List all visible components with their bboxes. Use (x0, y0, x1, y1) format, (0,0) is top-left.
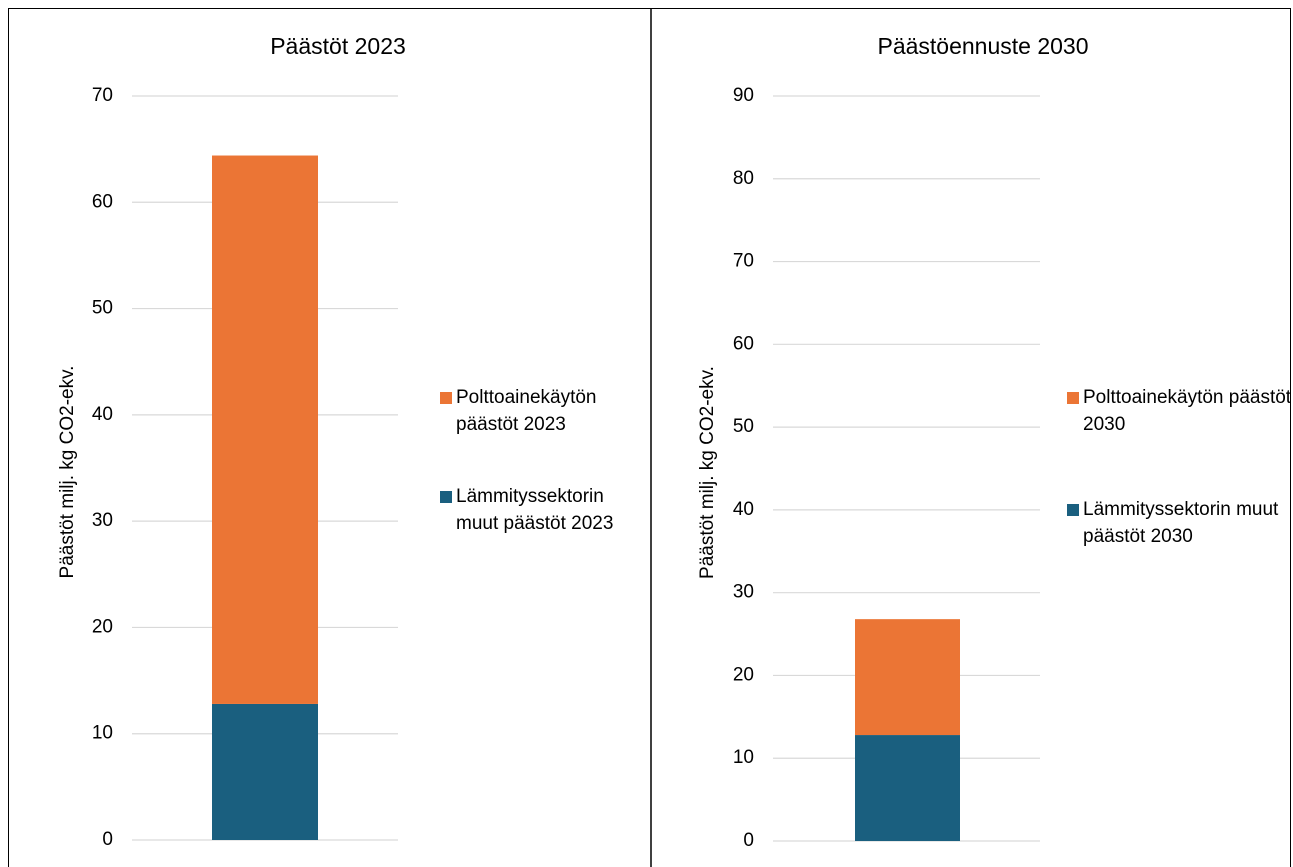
y-tick-label: 40 (92, 404, 113, 425)
y-axis-label: Päästöt milj. kg CO2-ekv. (697, 366, 718, 579)
legend-swatch (440, 491, 452, 503)
frame (8, 8, 1291, 867)
legend-label: Lämmityssektorin muut päästöt 2023 (456, 486, 614, 534)
legend-entry: Polttoainekäytön päästöt 2023 (456, 387, 597, 435)
y-tick-label: 40 (733, 499, 754, 520)
legend-swatch (1067, 504, 1079, 516)
y-tick-label: 70 (733, 251, 754, 272)
y-tick-label: 60 (92, 191, 113, 212)
y-tick-label: 70 (92, 85, 113, 106)
bar-segment (212, 703, 318, 840)
y-tick-label: 80 (733, 168, 754, 189)
y-tick-label: 0 (743, 830, 754, 851)
y-tick-label: 20 (733, 664, 754, 685)
legend-entry: Lämmityssektorin muut päästöt 2023 (456, 486, 614, 534)
bar-segment (212, 155, 318, 704)
legend-label: Lämmityssektorin muut päästöt 2030 (1083, 499, 1279, 547)
y-tick-label: 60 (733, 333, 754, 354)
y-tick-label: 30 (733, 582, 754, 603)
chart-title: Päästöt 2023 (270, 33, 406, 59)
y-tick-label: 50 (92, 298, 113, 319)
legend-label: Polttoainekäytön päästöt 2030 (1083, 387, 1292, 435)
y-tick-label: 90 (733, 85, 754, 106)
legend-entry: Polttoainekäytön päästöt 2030 (1083, 387, 1292, 435)
legend-swatch (1067, 392, 1079, 404)
y-tick-label: 0 (102, 829, 113, 850)
y-tick-label: 10 (92, 723, 113, 744)
bar-segment (855, 619, 960, 736)
bar-segment (855, 735, 960, 841)
chart-title: Päästöennuste 2030 (877, 33, 1088, 59)
y-tick-label: 30 (92, 510, 113, 531)
legend-swatch (440, 392, 452, 404)
y-tick-label: 50 (733, 416, 754, 437)
y-tick-label: 20 (92, 616, 113, 637)
y-axis-label: Päästöt milj. kg CO2-ekv. (57, 366, 78, 579)
legend-entry: Lämmityssektorin muut päästöt 2030 (1083, 499, 1279, 547)
y-tick-label: 10 (733, 747, 754, 768)
legend-label: Polttoainekäytön päästöt 2023 (456, 387, 597, 435)
